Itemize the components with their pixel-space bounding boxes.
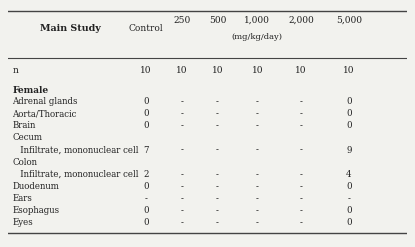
Text: Cecum: Cecum xyxy=(12,133,42,143)
Text: -: - xyxy=(180,97,183,106)
Text: 0: 0 xyxy=(143,97,149,106)
Text: -: - xyxy=(180,145,183,155)
Text: -: - xyxy=(256,206,259,215)
Text: 0: 0 xyxy=(346,121,352,130)
Text: -: - xyxy=(180,206,183,215)
Text: 0: 0 xyxy=(346,97,352,106)
Text: -: - xyxy=(216,145,219,155)
Text: -: - xyxy=(256,97,259,106)
Text: -: - xyxy=(180,182,183,191)
Text: Control: Control xyxy=(128,24,163,33)
Text: -: - xyxy=(144,194,147,203)
Text: -: - xyxy=(256,145,259,155)
Text: 0: 0 xyxy=(143,121,149,130)
Text: -: - xyxy=(216,206,219,215)
Text: -: - xyxy=(180,121,183,130)
Text: -: - xyxy=(256,218,259,227)
Text: Aorta/Thoracic: Aorta/Thoracic xyxy=(12,109,77,118)
Text: 10: 10 xyxy=(343,66,355,75)
Text: n: n xyxy=(12,66,18,75)
Text: -: - xyxy=(216,218,219,227)
Text: -: - xyxy=(216,194,219,203)
Text: -: - xyxy=(300,109,303,118)
Text: -: - xyxy=(180,170,183,179)
Text: -: - xyxy=(347,194,350,203)
Text: -: - xyxy=(256,170,259,179)
Text: Duodenum: Duodenum xyxy=(12,182,59,191)
Text: 7: 7 xyxy=(143,145,149,155)
Text: Female: Female xyxy=(12,86,49,95)
Text: (mg/kg/day): (mg/kg/day) xyxy=(232,33,283,41)
Text: 2: 2 xyxy=(143,170,149,179)
Text: 10: 10 xyxy=(176,66,187,75)
Text: 0: 0 xyxy=(346,218,352,227)
Text: 0: 0 xyxy=(143,182,149,191)
Text: 0: 0 xyxy=(143,109,149,118)
Text: Infiltrate, mononuclear cell: Infiltrate, mononuclear cell xyxy=(12,170,139,179)
Text: 0: 0 xyxy=(346,182,352,191)
Text: 10: 10 xyxy=(212,66,223,75)
Text: -: - xyxy=(216,182,219,191)
Text: -: - xyxy=(300,170,303,179)
Text: Esophagus: Esophagus xyxy=(12,206,59,215)
Text: -: - xyxy=(300,218,303,227)
Text: Infiltrate, mononuclear cell: Infiltrate, mononuclear cell xyxy=(12,145,139,155)
Text: Ears: Ears xyxy=(12,194,32,203)
Text: 5,000: 5,000 xyxy=(336,16,362,25)
Text: -: - xyxy=(216,109,219,118)
Text: -: - xyxy=(180,194,183,203)
Text: 2,000: 2,000 xyxy=(288,16,314,25)
Text: -: - xyxy=(256,194,259,203)
Text: 250: 250 xyxy=(173,16,190,25)
Text: -: - xyxy=(300,145,303,155)
Text: -: - xyxy=(300,206,303,215)
Text: 0: 0 xyxy=(346,206,352,215)
Text: 4: 4 xyxy=(346,170,352,179)
Text: Adrenal glands: Adrenal glands xyxy=(12,97,78,106)
Text: -: - xyxy=(300,194,303,203)
Text: 500: 500 xyxy=(209,16,226,25)
Text: -: - xyxy=(256,182,259,191)
Text: 0: 0 xyxy=(143,206,149,215)
Text: Brain: Brain xyxy=(12,121,36,130)
Text: 10: 10 xyxy=(295,66,307,75)
Text: 1,000: 1,000 xyxy=(244,16,270,25)
Text: 0: 0 xyxy=(346,109,352,118)
Text: -: - xyxy=(216,97,219,106)
Text: 10: 10 xyxy=(140,66,151,75)
Text: -: - xyxy=(180,109,183,118)
Text: 10: 10 xyxy=(251,66,263,75)
Text: -: - xyxy=(300,182,303,191)
Text: 0: 0 xyxy=(143,218,149,227)
Text: Colon: Colon xyxy=(12,158,37,167)
Text: -: - xyxy=(256,121,259,130)
Text: -: - xyxy=(180,218,183,227)
Text: -: - xyxy=(300,97,303,106)
Text: 9: 9 xyxy=(346,145,352,155)
Text: -: - xyxy=(300,121,303,130)
Text: -: - xyxy=(216,170,219,179)
Text: Eyes: Eyes xyxy=(12,218,33,227)
Text: -: - xyxy=(256,109,259,118)
Text: Main Study: Main Study xyxy=(40,24,100,33)
Text: -: - xyxy=(216,121,219,130)
